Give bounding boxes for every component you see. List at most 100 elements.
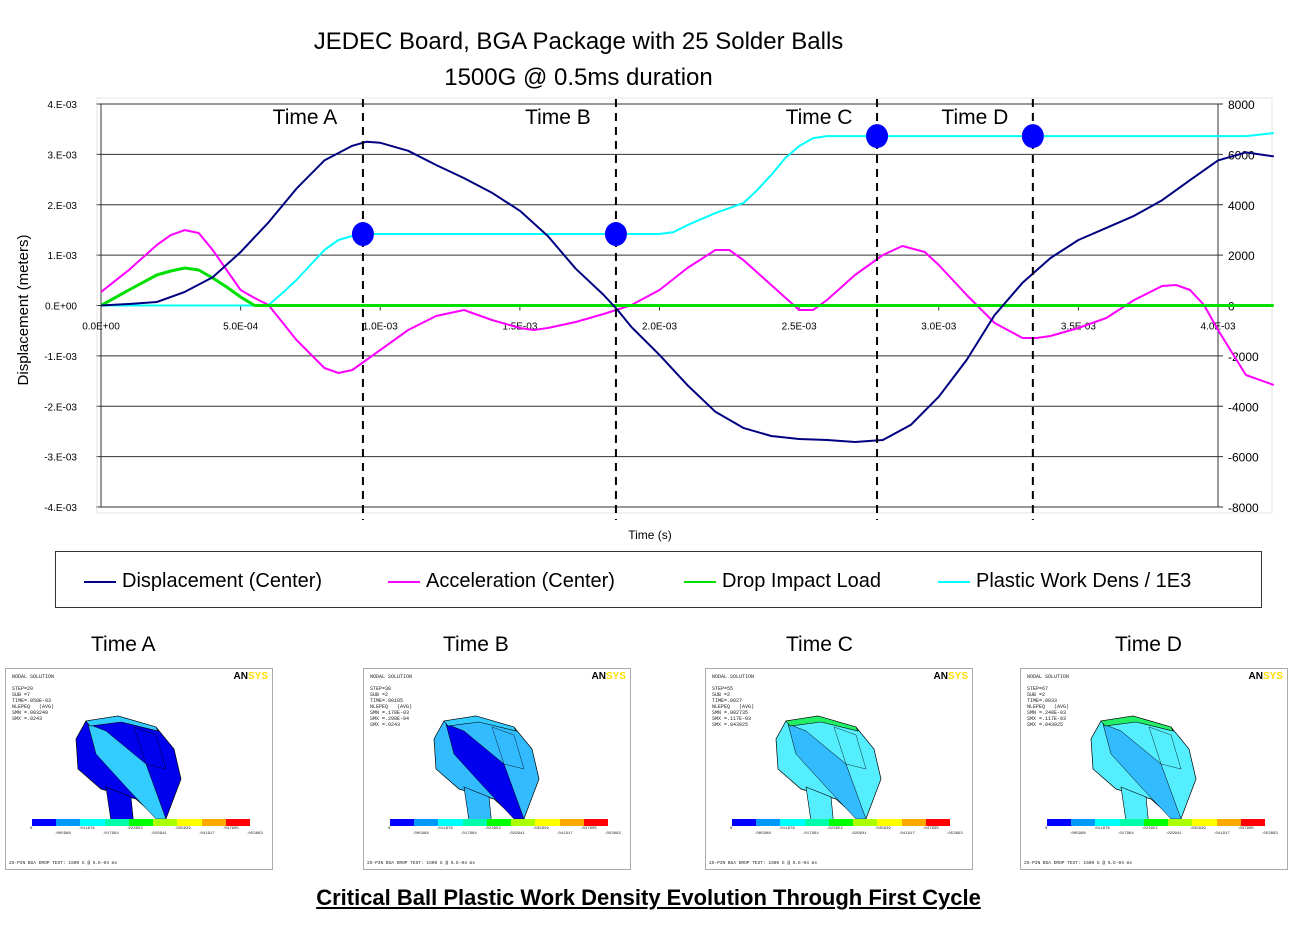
- colorbar-value: .053893: [246, 832, 263, 836]
- colorbar-value: .047905: [922, 827, 939, 831]
- x-axis-label: Time (s): [628, 528, 672, 542]
- chart-title-line-2: 1500G @ 0.5ms duration: [444, 64, 713, 91]
- solution-info: NODAL SOLUTION STEP=55 SUB =2 TIME=.0027…: [712, 674, 755, 728]
- colorbar-segment: [780, 819, 805, 826]
- y2-tick-label: -4000: [1228, 400, 1259, 414]
- colorbar-segment: [153, 819, 178, 826]
- colorbar-value: .017964: [102, 832, 119, 836]
- colorbar-value: .053893: [946, 832, 963, 836]
- ansys-result-thumbnail: NODAL SOLUTION STEP=38 SUB =2 TIME=.0018…: [363, 668, 631, 870]
- y-tick-label: 2.E-03: [48, 201, 78, 212]
- colorbar-segment: [177, 819, 202, 826]
- colorbar-value: .023952: [1141, 827, 1158, 831]
- colorbar-segment: [828, 819, 854, 826]
- time-marker-dot: [866, 124, 889, 149]
- series-line-drop-impact-load: [100, 266, 1274, 307]
- colorbar-segment: [535, 819, 560, 826]
- y2-tick-label: -6000: [1228, 451, 1259, 465]
- colorbar-value: .005988: [54, 832, 71, 836]
- ansys-logo: ANSYS: [1248, 671, 1283, 682]
- colorbar-value: .011976: [778, 827, 795, 831]
- time-marker-dot: [351, 222, 374, 247]
- legend-swatch: [938, 580, 970, 583]
- colorbar-segment: [1119, 819, 1144, 826]
- time-marker-label: Time B: [525, 106, 591, 129]
- thumbnail-footer: 25-PIN BGA DROP TEST: 1500 G @ 5.E-04 ms: [1024, 861, 1133, 866]
- time-marker-dot: [1021, 124, 1044, 149]
- colorbar-value: .023952: [826, 827, 843, 831]
- colorbar: [1047, 819, 1265, 826]
- colorbar-segment: [877, 819, 902, 826]
- x-tick-label: 1.5E-03: [502, 322, 537, 333]
- ansys-logo: ANSYS: [233, 671, 268, 682]
- legend-label: Displacement (Center): [122, 570, 323, 592]
- thumbnail-footer: 25-PIN BGA DROP TEST: 1500 G @ 5.E-04 ms: [709, 861, 818, 866]
- y-tick-label: 3.E-03: [48, 150, 78, 161]
- figure-caption: Critical Ball Plastic Work Density Evolu…: [316, 885, 981, 910]
- colorbar-value: .035929: [1189, 827, 1206, 831]
- colorbar-value: .011976: [78, 827, 95, 831]
- colorbar-segment: [414, 819, 439, 826]
- colorbar-segment: [1216, 819, 1241, 826]
- thumbnail-label: Time A: [91, 633, 156, 656]
- colorbar-value: .005988: [754, 832, 771, 836]
- colorbar-value: 0: [730, 827, 733, 831]
- time-marker-label: Time C: [786, 106, 853, 129]
- solution-info: NODAL SOLUTION STEP=67 SUB =2 TIME=.0033…: [1027, 674, 1070, 728]
- colorbar-value: .011976: [436, 827, 453, 831]
- colorbar-value: .005988: [1069, 832, 1086, 836]
- colorbar-value: .023952: [484, 827, 501, 831]
- legend-item-plastic-work: Plastic Work Dens / 1E3: [938, 570, 1191, 593]
- x-tick-label: 2.0E-03: [642, 322, 677, 333]
- solder-ball-model: [75, 715, 182, 819]
- ansys-result-thumbnail: NODAL SOLUTION STEP=67 SUB =2 TIME=.0033…: [1020, 668, 1288, 870]
- x-tick-label: 4.0E-03: [1200, 322, 1235, 333]
- y2-tick-label: -8000: [1228, 501, 1259, 515]
- series-line-displacement-center-: [100, 140, 1274, 443]
- y-axis-label: Displacement (meters): [15, 235, 32, 386]
- y-tick-label: 0.E+00: [45, 302, 77, 313]
- colorbar-value: .011976: [1093, 827, 1110, 831]
- legend-swatch: [684, 580, 716, 583]
- colorbar-segment: [462, 819, 487, 826]
- y-tick-label: 4.E-03: [48, 100, 78, 111]
- legend-swatch: [84, 580, 116, 583]
- colorbar-segment: [201, 819, 226, 826]
- legend: Displacement (Center) Acceleration (Cent…: [55, 551, 1262, 608]
- time-marker-dot: [604, 222, 627, 247]
- colorbar: [32, 819, 250, 826]
- colorbar-segment: [1143, 819, 1169, 826]
- x-tick-label: 5.0E-04: [223, 322, 258, 333]
- colorbar-segment: [756, 819, 781, 826]
- colorbar-segment: [1071, 819, 1096, 826]
- thumbnail-label: Time B: [443, 633, 509, 656]
- colorbar-value: .047905: [1237, 827, 1254, 831]
- colorbar-value: .035929: [532, 827, 549, 831]
- legend-label: Plastic Work Dens / 1E3: [976, 570, 1192, 592]
- y2-tick-label: 8000: [1228, 98, 1255, 112]
- colorbar-segment: [901, 819, 926, 826]
- colorbar: [390, 819, 608, 826]
- legend-label: Acceleration (Center): [426, 570, 615, 592]
- legend-label: Drop Impact Load: [722, 570, 881, 592]
- colorbar-value: .029941: [850, 832, 867, 836]
- y-tick-label: -4.E-03: [44, 503, 77, 514]
- colorbar-segment: [1192, 819, 1217, 826]
- colorbar-segment: [104, 819, 129, 826]
- time-marker-label: Time D: [941, 106, 1008, 129]
- colorbar-segment: [1047, 819, 1072, 826]
- x-tick-label: 2.5E-03: [782, 322, 817, 333]
- x-tick-label: 1.0E-03: [363, 322, 398, 333]
- legend-item-acceleration: Acceleration (Center): [388, 570, 615, 593]
- colorbar-segment: [80, 819, 105, 826]
- ansys-logo: ANSYS: [591, 671, 626, 682]
- y-tick-label: -3.E-03: [44, 453, 77, 464]
- colorbar-segment: [1095, 819, 1120, 826]
- colorbar-value: .017964: [802, 832, 819, 836]
- chart-title-line-1: JEDEC Board, BGA Package with 25 Solder …: [313, 28, 844, 55]
- colorbar-segment: [732, 819, 757, 826]
- thumbnail-label: Time D: [1115, 633, 1182, 656]
- ansys-result-thumbnail: NODAL SOLUTION STEP=55 SUB =2 TIME=.0027…: [705, 668, 973, 870]
